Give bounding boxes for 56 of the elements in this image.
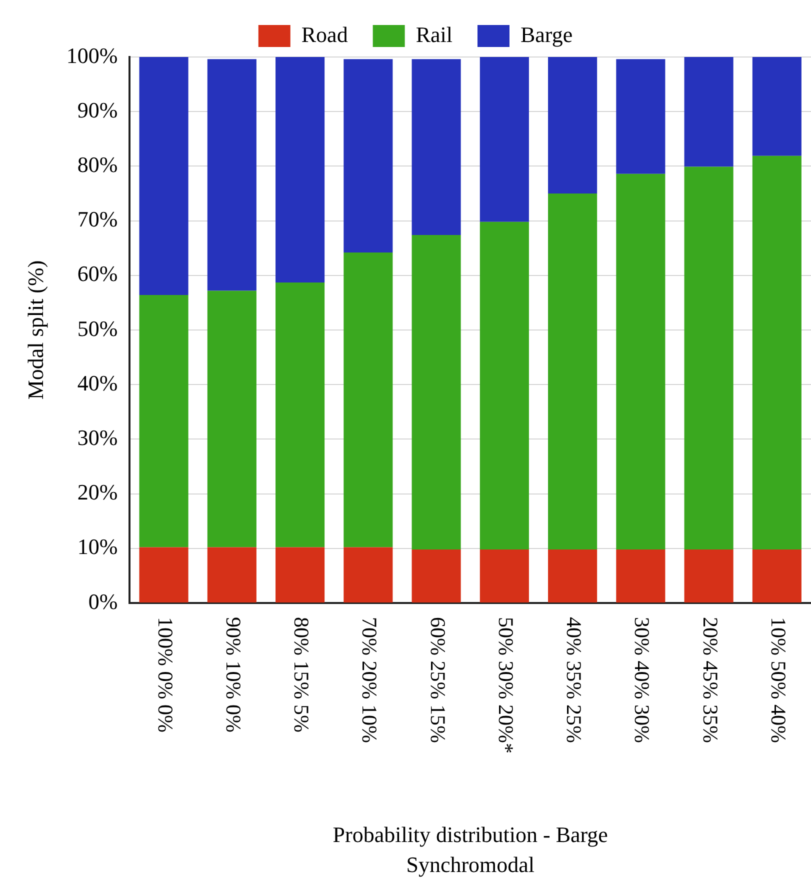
y-tick-label: 60% — [77, 261, 118, 286]
x-axis-title: Probability distribution - Barge Synchromodal — [332, 822, 608, 877]
x-tick-label: 30% 40% 30% — [630, 617, 654, 743]
x-tick-label: 100% 0% 0% — [153, 617, 178, 732]
bar — [412, 234, 461, 550]
bar — [412, 59, 461, 235]
bar — [616, 174, 666, 550]
bar — [480, 222, 529, 550]
bar — [344, 547, 393, 602]
legend-label: Road — [301, 22, 348, 47]
x-tick-label: 40% 35% 25% — [562, 617, 586, 743]
bar — [684, 549, 734, 602]
y-axis-title: Modal split (%) — [22, 260, 48, 400]
bar — [344, 59, 393, 252]
x-tick-label: 70% 20% 10% — [358, 617, 382, 743]
x-tick-label: 60% 25% 15% — [426, 617, 450, 743]
y-tick-label: 40% — [77, 370, 118, 396]
x-tick-label: 90% 10% 0% — [221, 617, 246, 732]
x-tick-label: 50% 30% 20%* — [494, 617, 518, 754]
bar — [480, 549, 529, 602]
x-tick-label: 20% 45% 35% — [698, 617, 722, 743]
bar — [752, 57, 802, 156]
y-tick-label: 10% — [77, 534, 118, 560]
x-tick-label: 10% 50% 40% — [766, 617, 790, 743]
bar — [139, 57, 188, 296]
y-tick-label: 30% — [77, 424, 118, 450]
bar — [684, 166, 734, 550]
bar — [207, 290, 256, 548]
bar — [207, 547, 256, 602]
bar — [276, 547, 325, 602]
bar — [276, 282, 325, 548]
y-tick-label: 20% — [77, 480, 118, 505]
bar — [616, 59, 666, 174]
legend-label: Rail — [416, 22, 452, 47]
bar — [139, 295, 188, 548]
x-tick-label: 80% 15% 5% — [290, 617, 314, 732]
bar — [276, 57, 325, 282]
bar — [548, 549, 598, 602]
legend-label: Barge — [520, 22, 573, 47]
bar — [548, 194, 598, 550]
bar — [616, 549, 666, 602]
y-tick-label: 70% — [77, 206, 118, 232]
y-tick-label: 100% — [66, 42, 118, 68]
bar — [752, 156, 802, 550]
bar — [344, 252, 393, 548]
bar — [207, 59, 256, 291]
bar — [752, 549, 802, 602]
bar — [480, 57, 529, 222]
y-tick-label: 80% — [77, 152, 118, 177]
y-tick-label: 90% — [77, 97, 118, 122]
bar — [139, 547, 188, 602]
bar — [684, 57, 734, 167]
y-tick-label: 0% — [88, 588, 118, 614]
y-tick-label: 50% — [77, 316, 118, 341]
bar — [548, 57, 598, 194]
bar — [412, 549, 461, 602]
